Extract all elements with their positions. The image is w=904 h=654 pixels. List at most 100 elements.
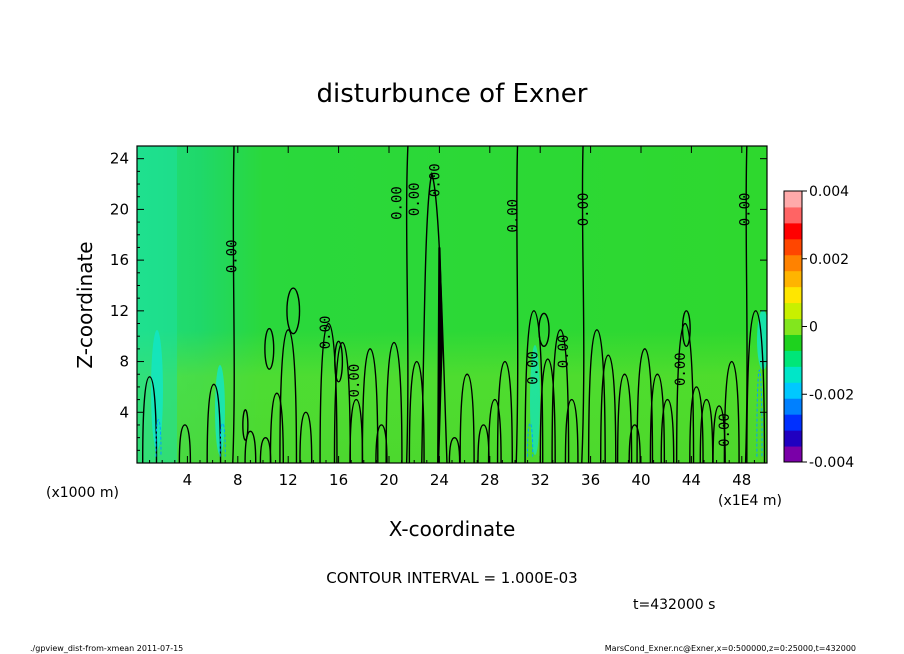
contour-label: 0.00: [390, 186, 406, 220]
contour-label: 0.00: [556, 335, 572, 369]
contour-line: [361, 348, 379, 463]
x-tick-label: 12: [279, 471, 298, 489]
negative-contour: [219, 422, 226, 457]
contour-line: [178, 424, 192, 463]
contour-label: 0.00: [576, 193, 592, 227]
colorbar-band: [784, 254, 802, 272]
contour-label: 0.00: [347, 364, 363, 398]
y-tick-label: 8: [119, 353, 129, 371]
contour-line: [600, 354, 617, 463]
x-tick-label: 40: [631, 471, 650, 489]
cyan-patch-1: [151, 330, 163, 450]
contour-label: 0.00: [407, 182, 423, 216]
colorbar-band: [784, 286, 802, 304]
colorbar-band: [784, 366, 802, 383]
contour-line: [437, 247, 444, 463]
colorbar-band: [784, 318, 802, 335]
footer-right: MarsCond_Exner.nc@Exner,x=0:500000,z=0:2…: [605, 644, 856, 653]
x-tick-label: 44: [682, 471, 701, 489]
contour-label: 0.00: [717, 413, 733, 447]
y-tick-label: 24: [110, 150, 129, 168]
contour-line: [699, 398, 714, 463]
x-tick-label: 48: [732, 471, 751, 489]
contour-line: [616, 373, 633, 463]
contour-interval: CONTOUR INTERVAL = 1.000E-03: [326, 569, 577, 587]
contour-line: [689, 386, 704, 463]
contour-label: 0.00: [318, 316, 334, 350]
contour-line: [141, 376, 158, 463]
contour-line: [524, 310, 544, 463]
x-tick-label: 28: [480, 471, 499, 489]
contour-line: [515, 146, 519, 463]
y-axis-ticks: 4 8 12 16 20 24: [110, 150, 767, 451]
contour-loop: [681, 310, 691, 348]
x-unit-left: (x1000 m): [46, 485, 119, 501]
contour-line: [660, 398, 675, 463]
x-unit-right: (x1E4 m): [718, 493, 782, 509]
contour-line: [349, 398, 364, 463]
negative-contour: [527, 422, 534, 457]
colorbar-band: [784, 206, 802, 224]
contour-line: [279, 329, 298, 463]
x-tick-label: 8: [233, 471, 243, 489]
plot-area: 0.000.000.000.00 0.000.000.000.00 0.000.00…: [110, 145, 768, 489]
contour-line: [487, 398, 502, 463]
contour-line: [448, 436, 461, 463]
contour-loop: [242, 409, 249, 441]
x-axis-ticks: 4 8 12 16 20 24 28 32 36 40 44 48: [149, 146, 755, 489]
x-tick-label: 20: [379, 471, 398, 489]
contour-label: 0.00: [427, 163, 443, 197]
contour-line: [628, 424, 641, 463]
y-tick-label: 4: [119, 403, 129, 421]
contour-line: [675, 322, 695, 463]
x-tick-label: 24: [430, 471, 449, 489]
contour-line: [564, 398, 579, 463]
contour-line: [244, 430, 257, 463]
colorbar-band: [784, 398, 802, 415]
lower-layer-shading: [137, 330, 767, 463]
time-label: t=432000 s: [633, 597, 715, 613]
contour-line: [232, 146, 235, 463]
footer-left: ./gpview_dist-from-xmean 2011-07-15: [30, 644, 183, 653]
contour-line: [723, 360, 740, 463]
colorbar-band: [784, 446, 802, 463]
contour-label: 0.00: [506, 199, 522, 233]
contour-line: [269, 392, 284, 463]
colorbar-tick-label: 0.002: [809, 252, 849, 268]
cyan-patch-2: [215, 365, 225, 455]
contour-loop: [334, 340, 344, 383]
contour-line: [299, 411, 313, 463]
contour-line: [408, 360, 425, 463]
contour-labels: 0.000.000.000.00 0.000.000.000.00 0.000.00…: [225, 163, 754, 447]
contour-loop: [538, 312, 550, 348]
colorbar-tick-label: 0.004: [809, 184, 849, 200]
contour-lines: [141, 146, 766, 463]
colorbar-band: [784, 382, 802, 399]
contour-line: [581, 146, 585, 463]
colorbar-band: [784, 334, 802, 351]
colorbar-band: [784, 414, 802, 431]
contour-line: [405, 146, 409, 463]
contour-line: [385, 341, 403, 463]
y-tick-label: 16: [110, 251, 129, 269]
x-tick-label: 32: [531, 471, 550, 489]
colorbar-band: [784, 302, 802, 320]
y-tick-label: 12: [110, 302, 129, 320]
chart-title: disturbunce of Exner: [317, 79, 588, 109]
contour-line: [649, 373, 666, 463]
colorbar-band: [784, 191, 802, 208]
colorbar-tick-label: -0.004: [809, 455, 854, 471]
contour-loop: [264, 327, 275, 370]
colorbar-band: [784, 270, 802, 288]
colorbar-band: [784, 430, 802, 447]
contour-line: [459, 373, 475, 463]
x-tick-label: 4: [183, 471, 193, 489]
colorbar-tick-label: -0.002: [809, 387, 854, 403]
contour-loop: [286, 287, 301, 335]
contour-label: 0.00: [225, 239, 241, 273]
colorbar: 0.004 0.002 0 -0.002 -0.004: [783, 184, 854, 471]
x-axis-label: X-coordinate: [389, 517, 516, 541]
cyan-patch-3: [530, 345, 540, 455]
contour-label: 0.00: [737, 193, 753, 227]
